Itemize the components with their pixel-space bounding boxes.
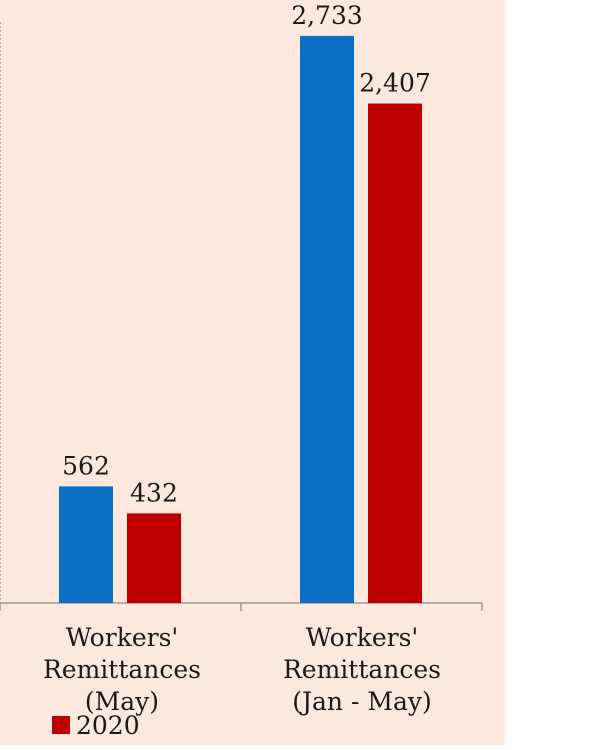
bar-series1-cat0 (127, 513, 181, 603)
bar-series1-cat1 (368, 103, 422, 604)
category-label-may: Workers' Remittances (May) (42, 623, 202, 716)
bars-layer: 562 2,733 432 2,407 (59, 1, 431, 604)
legend-label-2020: 2020 (76, 710, 140, 740)
bar-series0-cat1 (300, 35, 354, 603)
data-label-series1-cat0: 432 (130, 478, 178, 507)
legend-swatch-2020 (52, 716, 70, 734)
bar-series0-cat0 (59, 486, 113, 603)
data-label-series0-cat1: 2,733 (291, 1, 363, 30)
data-label-series1-cat1: 2,407 (359, 69, 431, 98)
category-label-jan-may: Workers' Remittances (Jan - May) (282, 623, 442, 716)
legend: 2020 (52, 709, 140, 741)
data-label-series0-cat0: 562 (62, 451, 110, 480)
